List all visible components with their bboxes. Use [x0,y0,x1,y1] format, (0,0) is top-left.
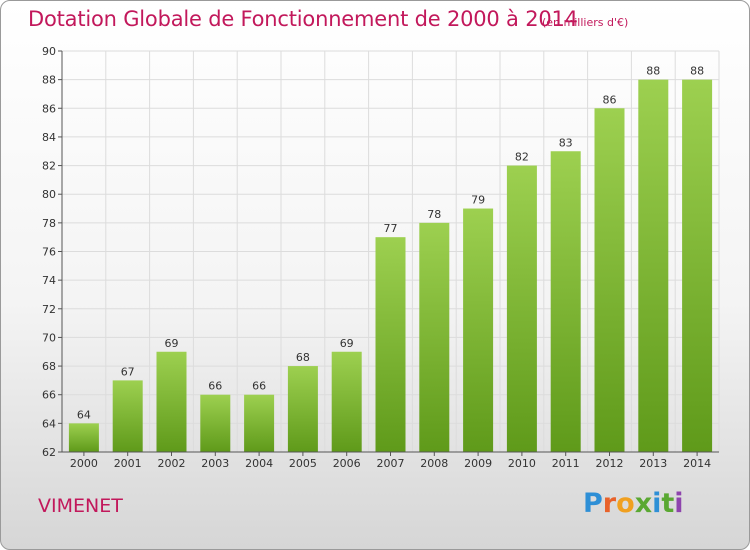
y-tick-label: 68 [42,360,56,373]
axes: 62 64 66 68 70 72 74 76 78 80 82 84 86 88 90 2000 2001 20… [42,45,719,470]
x-tick-label: 2007 [377,457,405,470]
y-tick-label: 62 [42,446,56,459]
bar [156,351,187,452]
bar [68,423,99,452]
bar [331,351,362,452]
bar [463,208,494,452]
bar-value-label: 83 [559,136,573,149]
x-tick-label: 2004 [245,457,273,470]
x-tick-label: 2012 [596,457,624,470]
bar-value-label: 88 [646,65,660,78]
bar-value-label: 69 [340,337,354,350]
x-tick-label: 2005 [289,457,317,470]
x-tick-label: 2002 [158,457,186,470]
logo-letter: x [634,488,653,519]
y-tick-label: 72 [42,303,56,316]
y-tick-label: 84 [42,131,56,144]
x-tick-label: 2010 [508,457,536,470]
x-tick-label: 2009 [464,457,492,470]
y-tick-label: 88 [42,74,56,87]
bar-value-label: 79 [471,194,485,207]
y-tick-label: 82 [42,160,56,173]
y-tick-label: 70 [42,331,56,344]
bar-value-label: 67 [121,365,135,378]
x-tick-label: 2014 [683,457,711,470]
x-tick-label: 2001 [114,457,142,470]
x-tick-label: 2008 [420,457,448,470]
bar [112,380,143,452]
logo-letter: t [661,488,675,519]
x-tick-label: 2013 [639,457,667,470]
y-tick-label: 64 [42,417,56,430]
y-tick-label: 74 [42,274,56,287]
logo-letter: i [652,488,662,519]
bars: 64 67 69 66 66 68 69 77 78 79 82 83 86 88 88 [68,65,713,453]
x-tick-label: 2011 [552,457,580,470]
bar-value-label: 69 [165,337,179,350]
bar [375,237,406,452]
bar [550,151,581,452]
bar [244,394,275,452]
y-tick-label: 66 [42,389,56,402]
bar-value-label: 82 [515,151,529,164]
y-tick-label: 80 [42,188,56,201]
x-tick-label: 2006 [333,457,361,470]
logo-letter: r [602,488,617,519]
y-tick-label: 78 [42,217,56,230]
x-tick-label: 2000 [70,457,98,470]
y-tick-label: 76 [42,246,56,259]
bar [638,79,669,453]
chart-subtitle: (en milliers d'€) [542,16,629,29]
bar [682,79,713,453]
bar [506,165,537,453]
commune-name: VIMENET [38,495,123,517]
x-tick-label: 2003 [201,457,229,470]
bar-value-label: 64 [77,408,91,421]
bar [200,394,231,452]
y-tick-label: 90 [42,45,56,58]
bar-value-label: 66 [208,380,222,393]
logo-letter: P [583,488,603,519]
bar-value-label: 68 [296,351,310,364]
logo-letter: o [616,488,635,519]
bar [287,366,318,452]
logo-letter: i [674,488,684,519]
bar-value-label: 88 [690,65,704,78]
bar-value-label: 78 [427,208,441,221]
bar-value-label: 77 [384,222,398,235]
bar [419,222,450,452]
bar [594,108,625,453]
chart-title: Dotation Globale de Fonctionnement de 20… [28,7,578,31]
bar-value-label: 66 [252,380,266,393]
y-tick-label: 86 [42,102,56,115]
bar-value-label: 86 [603,93,617,106]
proxiti-logo[interactable]: Proxiti [583,488,684,519]
